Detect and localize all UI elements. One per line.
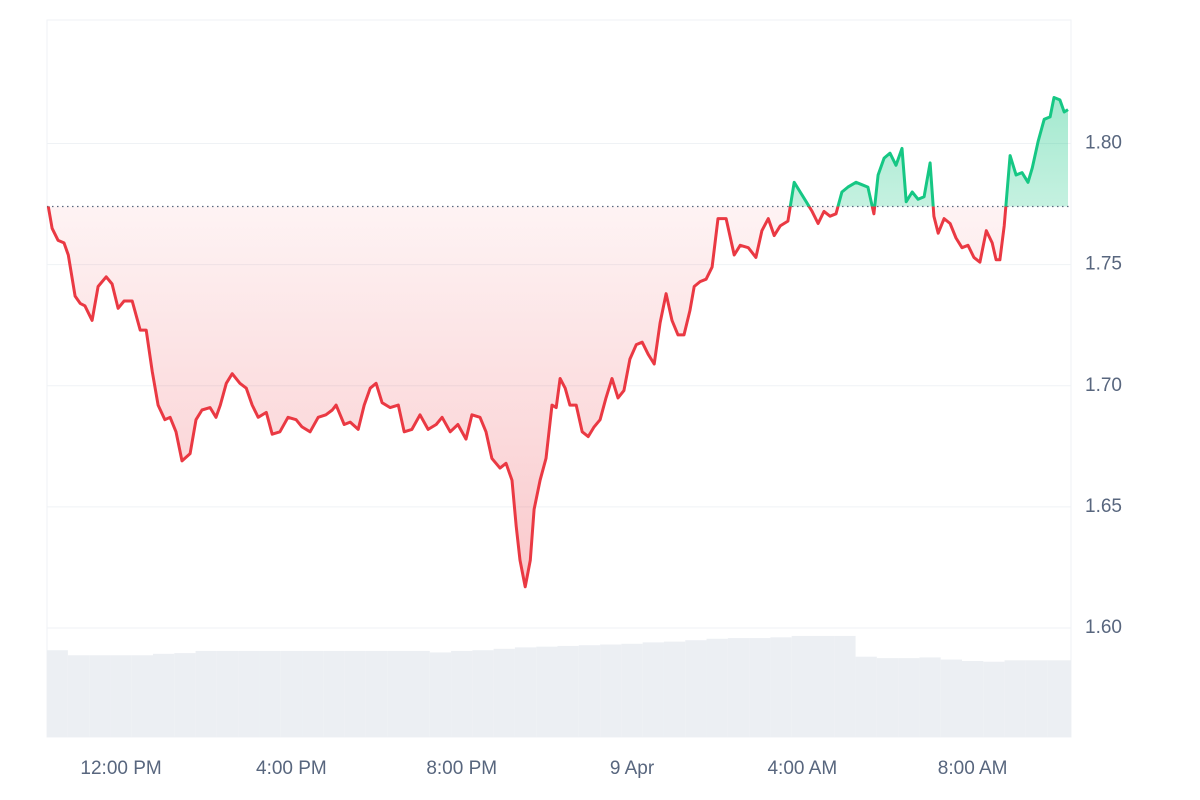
volume-bar (344, 650, 366, 737)
volume-bar (302, 650, 324, 737)
volume-bar (408, 650, 430, 737)
volume-bar (642, 642, 664, 737)
volume-bar (663, 641, 686, 737)
volume-bar (983, 661, 1005, 737)
volume-bar (1025, 660, 1048, 737)
volume-bar (429, 652, 452, 737)
volume-bar (898, 658, 920, 737)
volume-bar (323, 650, 345, 737)
volume-bar (749, 638, 771, 737)
x-tick-label: 4:00 AM (767, 758, 837, 779)
y-tick-label: 1.60 (1085, 617, 1122, 638)
volume-bar (1004, 660, 1026, 737)
volume-bar (195, 650, 217, 737)
y-tick-label: 1.70 (1085, 375, 1122, 396)
y-tick-label: 1.65 (1085, 496, 1122, 517)
x-tick-label: 9 Apr (610, 758, 655, 779)
volume-bar (621, 643, 643, 737)
volume-bar (451, 650, 473, 737)
volume-bar (259, 650, 281, 737)
volume-bar (876, 658, 899, 737)
volume-bar (472, 650, 494, 737)
volume-bar (727, 638, 750, 737)
volume-bar (387, 650, 409, 737)
volume-bar (153, 653, 175, 737)
volume-bar (940, 659, 963, 737)
volume-bar (962, 660, 984, 737)
volume-bar (365, 650, 388, 737)
volume-bar (919, 657, 941, 737)
y-tick-label: 1.75 (1085, 254, 1122, 275)
volume-bar (110, 655, 132, 737)
y-tick-label: 1.80 (1085, 133, 1122, 154)
volume-bar (855, 656, 877, 737)
area-fill-down (48, 206, 1068, 587)
price-line-down (46, 206, 1008, 589)
price-line-up (48, 96, 1069, 207)
x-tick-label: 4:00 PM (256, 758, 327, 779)
volume-bar (238, 650, 260, 737)
volume-bar (536, 646, 558, 737)
volume-bar (557, 645, 579, 737)
x-tick-label: 8:00 PM (426, 758, 497, 779)
volume-bar (493, 648, 515, 737)
volume-bar (280, 650, 303, 737)
volume-bar (685, 640, 707, 737)
volume-bar (1047, 660, 1071, 737)
volume-bar (174, 653, 196, 737)
x-tick-label: 8:00 AM (938, 758, 1008, 779)
volume-bar (812, 635, 835, 737)
volume-bar (770, 637, 792, 737)
volume-bar (89, 655, 111, 737)
volume-bar (131, 655, 154, 737)
volume-bar (706, 638, 728, 737)
x-tick-label: 12:00 PM (80, 758, 161, 779)
volume-bar (600, 644, 622, 737)
volume-bar (578, 645, 601, 737)
volume-bar (216, 650, 239, 737)
volume-bar (791, 635, 813, 737)
volume-bar (67, 655, 90, 737)
volume-bar (47, 650, 68, 737)
volume-bar (514, 647, 537, 737)
volume-bar (834, 635, 856, 737)
